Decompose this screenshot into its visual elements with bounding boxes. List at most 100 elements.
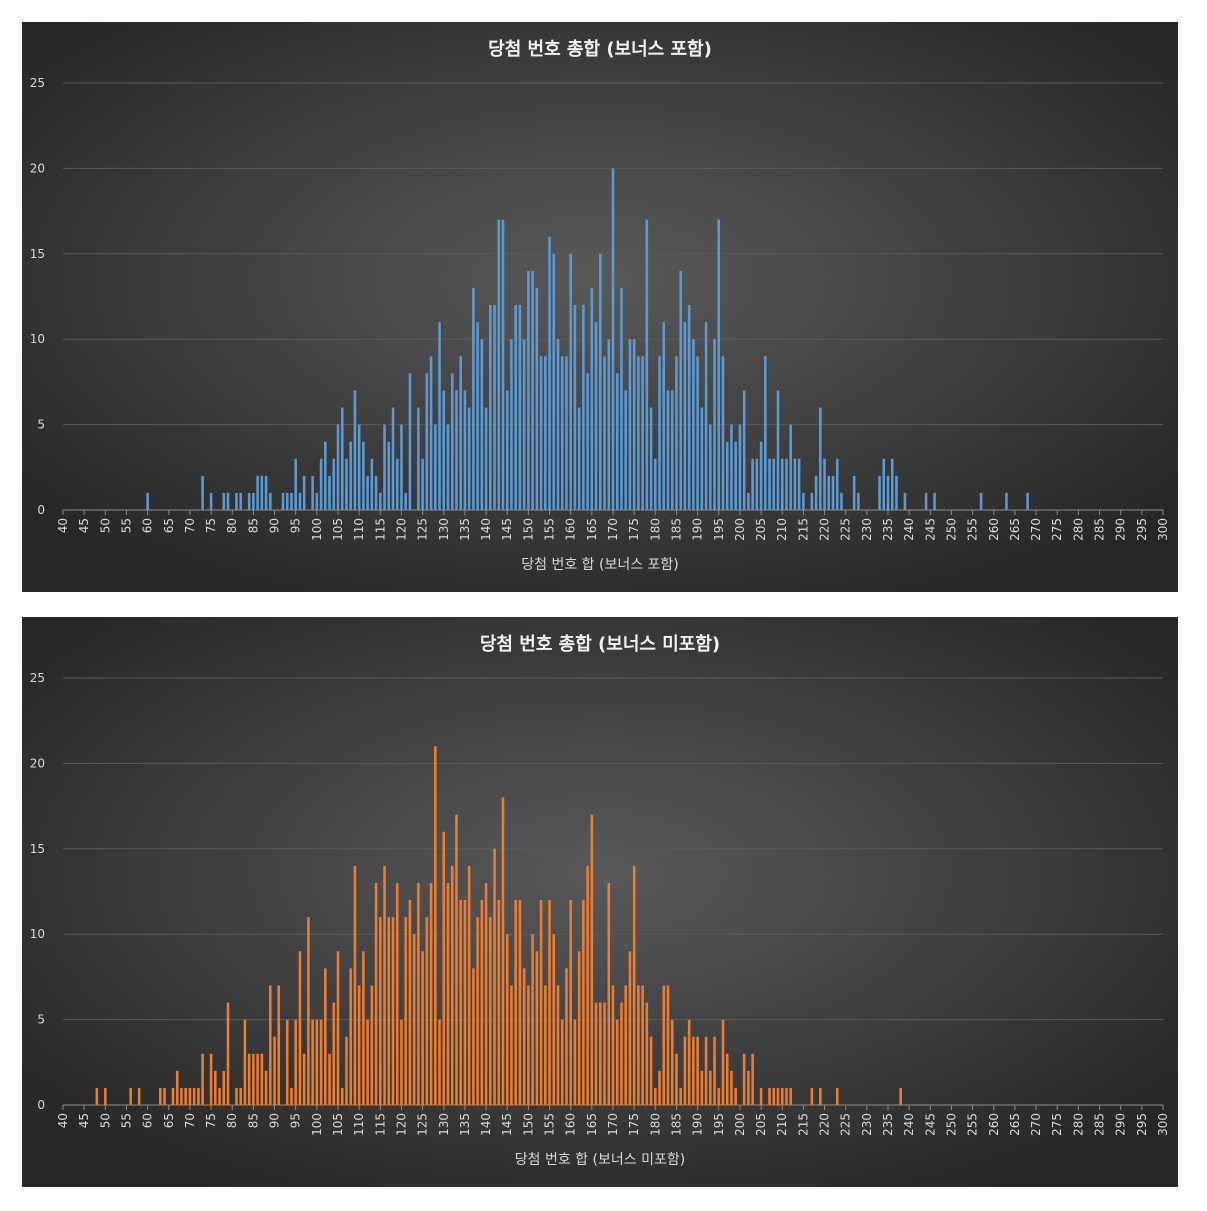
bar [425,917,429,1105]
bar [247,492,251,510]
bar [252,492,255,510]
bar [738,424,742,510]
bar [298,492,302,510]
bar [670,390,674,510]
x-tick-label: 65 [162,518,176,533]
bar [1026,492,1029,510]
bar [793,458,797,510]
x-tick-label: 250 [944,518,958,541]
bar [759,1087,763,1105]
chart-title: 당첨 번호 총합 (보너스 포함) [488,38,712,60]
bar [505,390,509,510]
bar [302,475,306,510]
bar [324,441,327,510]
bar [590,814,594,1105]
bar [336,951,340,1105]
x-tick-label: 245 [923,518,937,541]
bar [307,917,310,1105]
bar [687,305,691,510]
bar [159,1087,162,1105]
x-tick-label: 170 [606,1113,620,1136]
x-tick-label: 265 [1008,518,1022,541]
bar [565,968,568,1105]
bar [510,339,513,510]
bar [742,1053,746,1105]
x-tick-label: 95 [289,518,303,533]
x-tick-label: 195 [712,518,726,541]
bar [489,917,492,1105]
x-tick-label: 275 [1050,518,1064,541]
bar [700,1070,704,1105]
x-tick-label: 50 [98,518,112,533]
x-tick-label: 125 [416,1113,430,1136]
x-tick-label: 95 [289,1113,303,1128]
x-tick-label: 55 [119,1113,133,1128]
bar [366,1019,369,1105]
bar [298,951,302,1105]
x-tick-label: 85 [246,1113,260,1128]
bar [332,1002,336,1105]
bar [311,475,314,510]
bar [366,475,369,510]
bar [362,441,365,510]
x-tick-label: 165 [585,518,599,541]
bar [497,900,501,1105]
bar [704,322,708,510]
bar [404,492,407,510]
bar [632,865,636,1105]
bar [599,253,602,511]
bar [628,951,632,1105]
bar [628,339,632,510]
bar [831,475,835,510]
x-tick-label: 230 [860,1113,874,1136]
x-tick-label: 220 [818,518,832,541]
x-tick-label: 75 [204,1113,218,1128]
bar [654,1087,657,1105]
bar [324,968,327,1105]
bar [197,1087,200,1105]
bar [171,1087,175,1105]
bar [412,934,416,1105]
bar [539,356,543,510]
x-tick-label: 160 [564,1113,578,1136]
bar [582,305,585,510]
x-tick-label: 200 [733,518,747,541]
bar [463,390,467,510]
bar [789,424,792,510]
bar [637,985,640,1105]
bar [349,441,352,510]
x-tick-label: 105 [331,518,345,541]
bar [556,985,560,1105]
x-tick-label: 190 [691,518,705,541]
x-tick-label: 90 [268,518,282,533]
bar [890,458,894,510]
bar [573,1019,577,1105]
x-tick-label: 55 [119,518,133,533]
bar [535,287,539,510]
bar [180,1087,183,1105]
bar [852,475,856,510]
bar [645,219,649,510]
y-tick-label: 15 [30,842,45,856]
bar [903,492,907,510]
bar [679,1087,682,1105]
bar [429,356,433,510]
bar [577,951,581,1105]
bar [734,441,737,510]
bar [315,492,319,510]
x-tick-label: 170 [606,518,620,541]
bar [721,1019,725,1105]
bar [247,1053,251,1105]
bar [472,287,475,510]
bar [497,219,501,510]
bar [607,882,611,1105]
x-tick-label: 115 [373,1113,387,1136]
x-tick-label: 185 [669,1113,683,1136]
x-tick-label: 225 [839,518,853,541]
bar [201,1053,204,1105]
bar [780,1087,784,1105]
x-tick-label: 60 [141,1113,155,1128]
x-tick-label: 240 [902,518,916,541]
x-tick-label: 40 [56,1113,70,1128]
bar [586,373,589,510]
